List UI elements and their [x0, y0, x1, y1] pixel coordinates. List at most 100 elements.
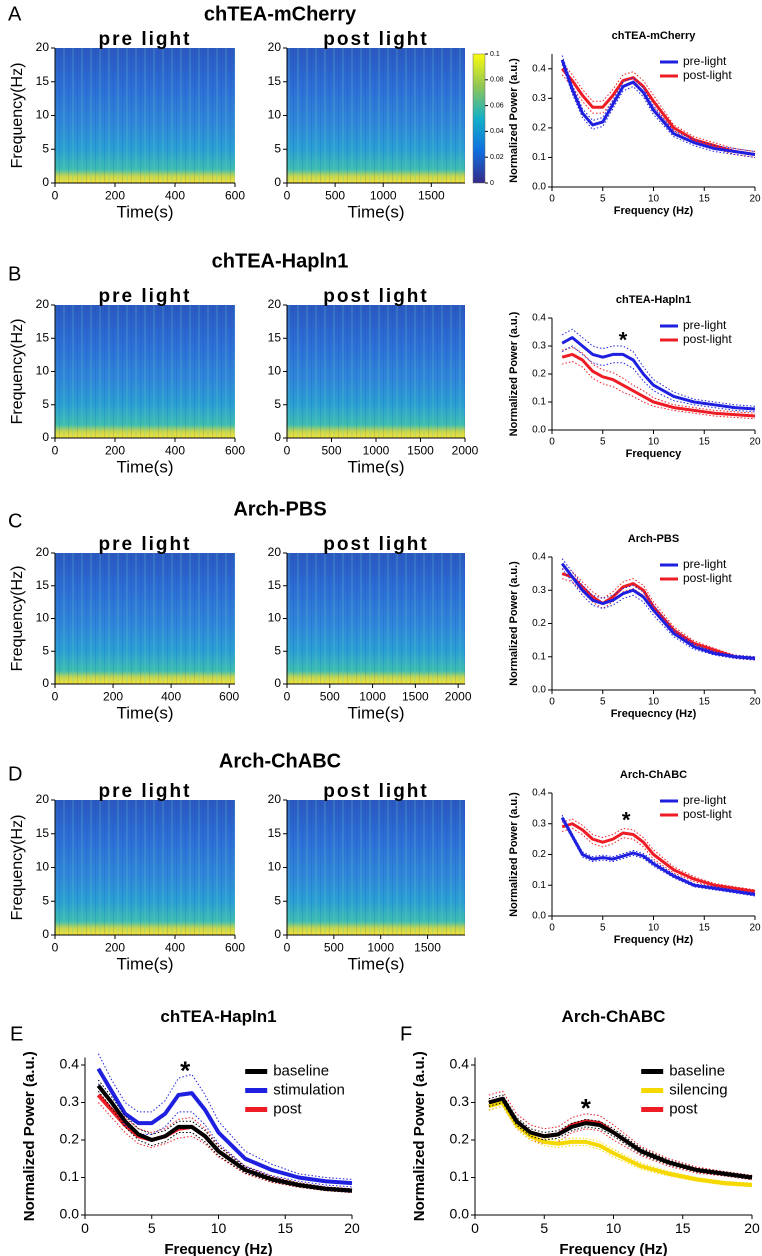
x-tick-label: 10 — [648, 437, 660, 448]
y-tick-label: 15 — [36, 74, 50, 88]
x-axis-label: Time(s) — [348, 202, 405, 221]
chart-title: pre light — [99, 534, 192, 555]
x-tick-label: 15 — [277, 1220, 293, 1236]
x-tick-label: 10 — [606, 1220, 622, 1236]
legend-label: pre-light — [683, 793, 727, 807]
y-tick-label: 0.4 — [450, 1056, 470, 1072]
chart-title: Arch-ChABC — [620, 769, 687, 781]
chart-title: pre light — [99, 286, 192, 307]
y-tick-label: 10 — [268, 364, 282, 378]
y-axis-label: Frequency(Hz) — [9, 319, 26, 425]
x-tick-label: 500 — [321, 443, 341, 457]
x-tick-label: 600 — [225, 940, 245, 954]
y-tick-label: 15 — [36, 826, 50, 840]
error-band-line — [561, 328, 756, 407]
x-tick-label: 200 — [103, 689, 123, 703]
y-axis-label: Normalized Power (a.u.) — [508, 561, 520, 686]
y-tick-label: 0.2 — [450, 1131, 470, 1147]
x-tick-label: 0 — [52, 443, 59, 457]
y-tick-label: 10 — [268, 108, 282, 122]
y-tick-label: 0.4 — [532, 788, 546, 799]
x-tick-label: 5 — [540, 1220, 548, 1236]
x-tick-label: 0 — [52, 188, 59, 202]
y-tick-label: 0.2 — [532, 618, 546, 629]
panel-title: chTEA-mCherry — [204, 3, 357, 25]
y-axis-label: Normalized Power (a.u.) — [508, 58, 520, 183]
y-tick-label: 15 — [268, 578, 282, 592]
x-axis-label: Time(s) — [348, 954, 405, 973]
panel-label: A — [8, 3, 22, 25]
x-tick-label: 400 — [165, 940, 185, 954]
x-axis-label: Time(s) — [348, 703, 405, 722]
y-axis-label: Frequency(Hz) — [9, 63, 26, 169]
x-tick-label: 10 — [648, 697, 660, 708]
y-tick-label: 10 — [268, 611, 282, 625]
y-tick-label: 0.3 — [450, 1093, 470, 1109]
y-tick-label: 15 — [36, 330, 50, 344]
y-tick-label: 0.3 — [532, 93, 546, 104]
x-tick-label: 1000 — [370, 188, 397, 202]
y-axis-label: Frequency(Hz) — [9, 566, 26, 672]
series-line — [560, 816, 756, 896]
x-tick-label: 0 — [549, 923, 555, 934]
y-tick-label: 0.0 — [532, 182, 546, 193]
spectrogram-texture — [287, 800, 465, 935]
legend-label: pre-light — [683, 54, 727, 68]
error-band-line — [561, 814, 756, 894]
annotation: * — [622, 807, 631, 832]
spectrogram-texture — [55, 48, 235, 183]
x-tick-label: 0 — [284, 689, 291, 703]
chart-title: pre light — [99, 29, 192, 50]
y-tick-label: 0 — [274, 676, 281, 690]
y-tick-label: 0.0 — [532, 685, 546, 696]
y-tick-label: 5 — [42, 893, 49, 907]
x-tick-label: 5 — [600, 923, 606, 934]
y-tick-label: 0 — [274, 430, 281, 444]
y-tick-label: 0.3 — [532, 341, 546, 352]
x-tick-label: 5 — [600, 194, 606, 205]
series-line — [561, 352, 756, 418]
x-tick-label: 15 — [699, 923, 711, 934]
x-tick-label: 0 — [284, 188, 291, 202]
y-tick-label: 20 — [36, 297, 50, 311]
x-tick-label: 10 — [648, 194, 660, 205]
y-tick-label: 0.4 — [532, 63, 546, 74]
x-tick-label: 0 — [52, 689, 59, 703]
x-tick-label: 0 — [549, 697, 555, 708]
panel-label: E — [10, 1023, 23, 1045]
y-tick-label: 0.0 — [60, 1206, 80, 1222]
x-tick-label: 200 — [105, 188, 125, 202]
x-axis-label: Frequency (Hz) — [559, 1241, 667, 1256]
y-tick-label: 5 — [42, 397, 49, 411]
series-line — [560, 59, 756, 156]
y-tick-label: 10 — [36, 611, 50, 625]
colorbar-tick-label: 0.04 — [490, 128, 504, 135]
y-tick-label: 20 — [268, 792, 282, 806]
y-tick-label: 15 — [268, 826, 282, 840]
x-tick-label: 20 — [344, 1220, 360, 1236]
y-tick-label: 0.1 — [532, 397, 546, 408]
y-tick-label: 15 — [36, 578, 50, 592]
chart-title: Arch-ChABC — [562, 1007, 666, 1026]
y-tick-label: 0 — [42, 676, 49, 690]
x-axis-label: Frequency (Hz) — [614, 205, 694, 217]
x-tick-label: 200 — [105, 443, 125, 457]
x-tick-label: 2000 — [445, 689, 472, 703]
x-tick-label: 0 — [549, 194, 555, 205]
panel-title: chTEA-Hapln1 — [212, 250, 349, 272]
chart-title: chTEA-Hapln1 — [160, 1007, 276, 1026]
error-band-line — [97, 1090, 353, 1193]
legend-label: silencing — [669, 1081, 727, 1098]
error-band-line — [561, 578, 756, 661]
y-tick-label: 0 — [42, 175, 49, 189]
x-tick-label: 600 — [219, 689, 239, 703]
y-tick-label: 0 — [274, 927, 281, 941]
annotation: * — [180, 1056, 191, 1086]
error-band-line — [561, 62, 756, 153]
y-tick-label: 20 — [268, 297, 282, 311]
error-band-line — [562, 360, 756, 420]
y-tick-label: 0 — [274, 175, 281, 189]
x-tick-label: 500 — [325, 188, 345, 202]
error-band-line — [488, 1105, 753, 1181]
